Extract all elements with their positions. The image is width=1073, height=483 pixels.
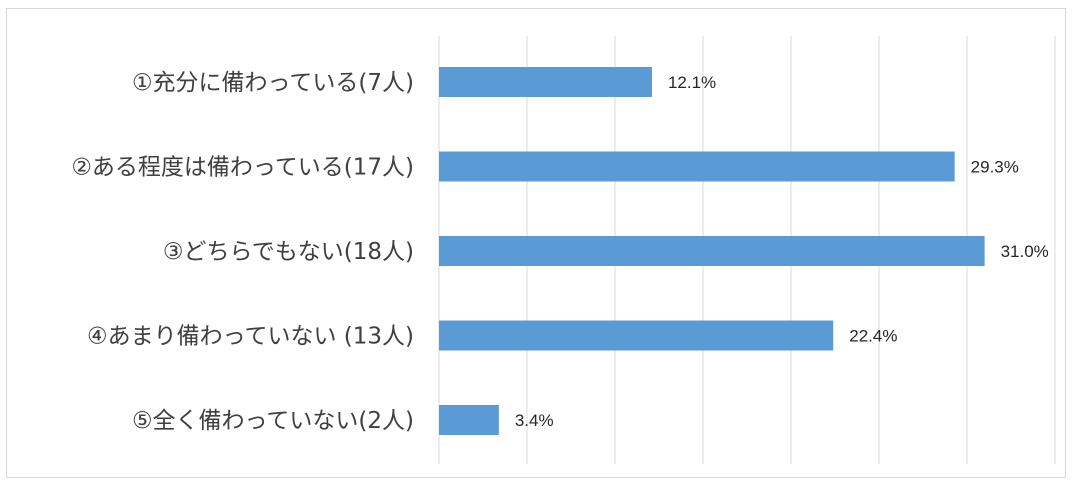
data-label: 22.4% [849,327,897,346]
data-label: 3.4% [515,411,554,430]
data-label: 29.3% [971,158,1019,177]
category-label: ①充分に備わっている(7人) [132,70,414,96]
data-label: 31.0% [1001,242,1049,261]
category-label: ②ある程度は備わっている(17人) [71,155,414,181]
bar [439,320,834,351]
category-label: ③どちらでもない(18人) [163,239,414,265]
data-labels: 12.1% 29.3% 31.0% 22.4% 3.4% [515,73,1049,430]
bar [439,67,652,97]
category-labels: ①充分に備わっている(7人) ②ある程度は備わっている(17人) ③どちらでもない(… [71,70,414,434]
bars [439,67,985,435]
bar [439,151,955,182]
category-label: ④あまり備わっていない (13人) [87,324,414,350]
data-label: 12.1% [668,73,716,92]
category-label: ⑤全く備わっていない(2人) [132,408,414,434]
bar [439,405,499,435]
bar [439,236,985,266]
